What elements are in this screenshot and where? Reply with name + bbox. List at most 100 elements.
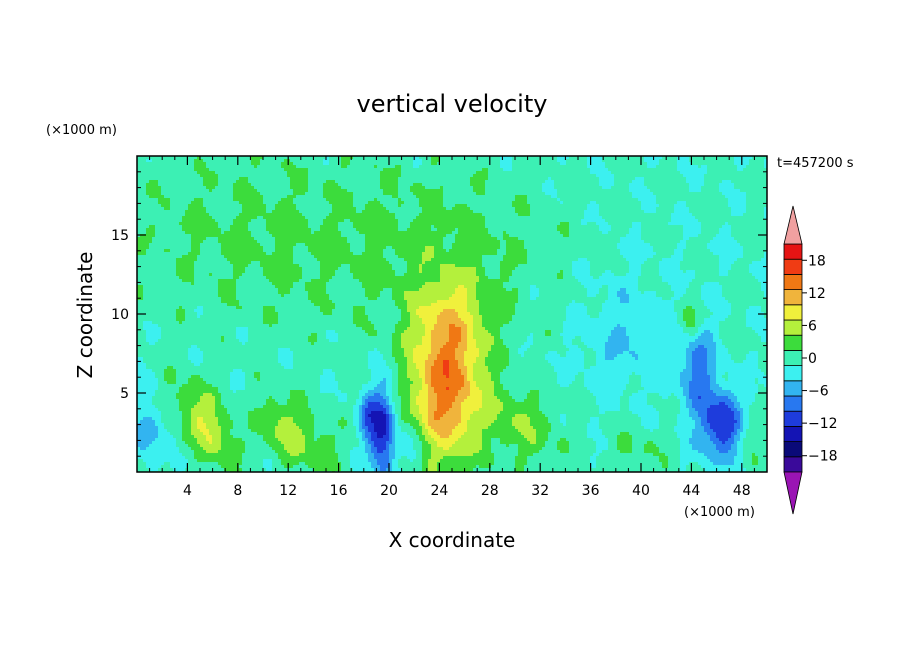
heatmap-cell [611,174,614,177]
heatmap-cell [368,216,371,219]
heatmap-cell [344,195,347,198]
heatmap-cell [311,183,314,186]
heatmap-cell [695,171,698,174]
heatmap-cell [569,174,572,177]
heatmap-cell [344,213,347,216]
heatmap-cell [635,159,638,162]
heatmap-cell [140,210,143,213]
heatmap-cell [518,210,521,213]
heatmap-cell [506,219,509,222]
heatmap-cell [560,159,563,162]
heatmap-cell [245,189,248,192]
heatmap-cell [671,204,674,207]
heatmap-cell [212,195,215,198]
heatmap-cell [200,225,203,228]
heatmap-cell [203,204,206,207]
heatmap-cell [365,183,368,186]
heatmap-cell [467,159,470,162]
heatmap-cell [443,222,446,225]
heatmap-cell [260,222,263,225]
heatmap-cell [398,225,401,228]
heatmap-cell [668,204,671,207]
heatmap-cell [629,186,632,189]
heatmap-cell [257,183,260,186]
heatmap-cell [467,162,470,165]
heatmap-cell [431,207,434,210]
heatmap-cell [164,165,167,168]
heatmap-cell [653,183,656,186]
heatmap-cell [689,195,692,198]
heatmap-cell [725,186,728,189]
heatmap-cell [173,171,176,174]
heatmap-cell [251,189,254,192]
heatmap-cell [440,189,443,192]
heatmap-cell [506,189,509,192]
heatmap-cell [272,213,275,216]
heatmap-cell [143,222,146,225]
heatmap-cell [506,195,509,198]
heatmap-cell [407,201,410,204]
heatmap-cell [332,183,335,186]
heatmap-cell [176,213,179,216]
heatmap-cell [425,168,428,171]
heatmap-cell [530,225,533,228]
heatmap-cell [419,195,422,198]
heatmap-cell [284,171,287,174]
heatmap-cell [722,222,725,225]
heatmap-cell [314,189,317,192]
heatmap-cell [548,192,551,195]
heatmap-cell [485,159,488,162]
heatmap-cell [719,162,722,165]
heatmap-cell [227,210,230,213]
heatmap-cell [224,210,227,213]
heatmap-cell [662,204,665,207]
heatmap-cell [281,195,284,198]
heatmap-cell [332,192,335,195]
heatmap-cell [494,216,497,219]
heatmap-cell [191,177,194,180]
heatmap-cell [707,213,710,216]
heatmap-cell [602,210,605,213]
heatmap-cell [638,213,641,216]
heatmap-cell [362,192,365,195]
heatmap-cell [674,165,677,168]
heatmap-cell [479,177,482,180]
heatmap-cell [320,165,323,168]
heatmap-cell [449,198,452,201]
heatmap-cell [497,159,500,162]
heatmap-cell [230,159,233,162]
heatmap-cell [632,162,635,165]
heatmap-cell [473,222,476,225]
heatmap-cell [248,192,251,195]
heatmap-cell [353,162,356,165]
heatmap-cell [377,207,380,210]
heatmap-cell [344,174,347,177]
heatmap-cell [209,204,212,207]
heatmap-cell [617,159,620,162]
heatmap-cell [365,159,368,162]
heatmap-cell [476,195,479,198]
heatmap-cell [359,180,362,183]
heatmap-cell [332,213,335,216]
heatmap-cell [695,183,698,186]
heatmap-cell [572,183,575,186]
heatmap-cell [221,171,224,174]
heatmap-cell [335,201,338,204]
heatmap-cell [323,186,326,189]
heatmap-cell [575,210,578,213]
heatmap-cell [620,171,623,174]
heatmap-cell [200,216,203,219]
heatmap-cell [692,213,695,216]
heatmap-cell [611,162,614,165]
heatmap-cell [644,189,647,192]
heatmap-cell [620,204,623,207]
heatmap-cell [731,183,734,186]
heatmap-cell [326,192,329,195]
heatmap-cell [242,168,245,171]
heatmap-cell [194,168,197,171]
heatmap-cell [737,177,740,180]
heatmap-cell [578,171,581,174]
heatmap-cell [548,213,551,216]
heatmap-cell [569,198,572,201]
